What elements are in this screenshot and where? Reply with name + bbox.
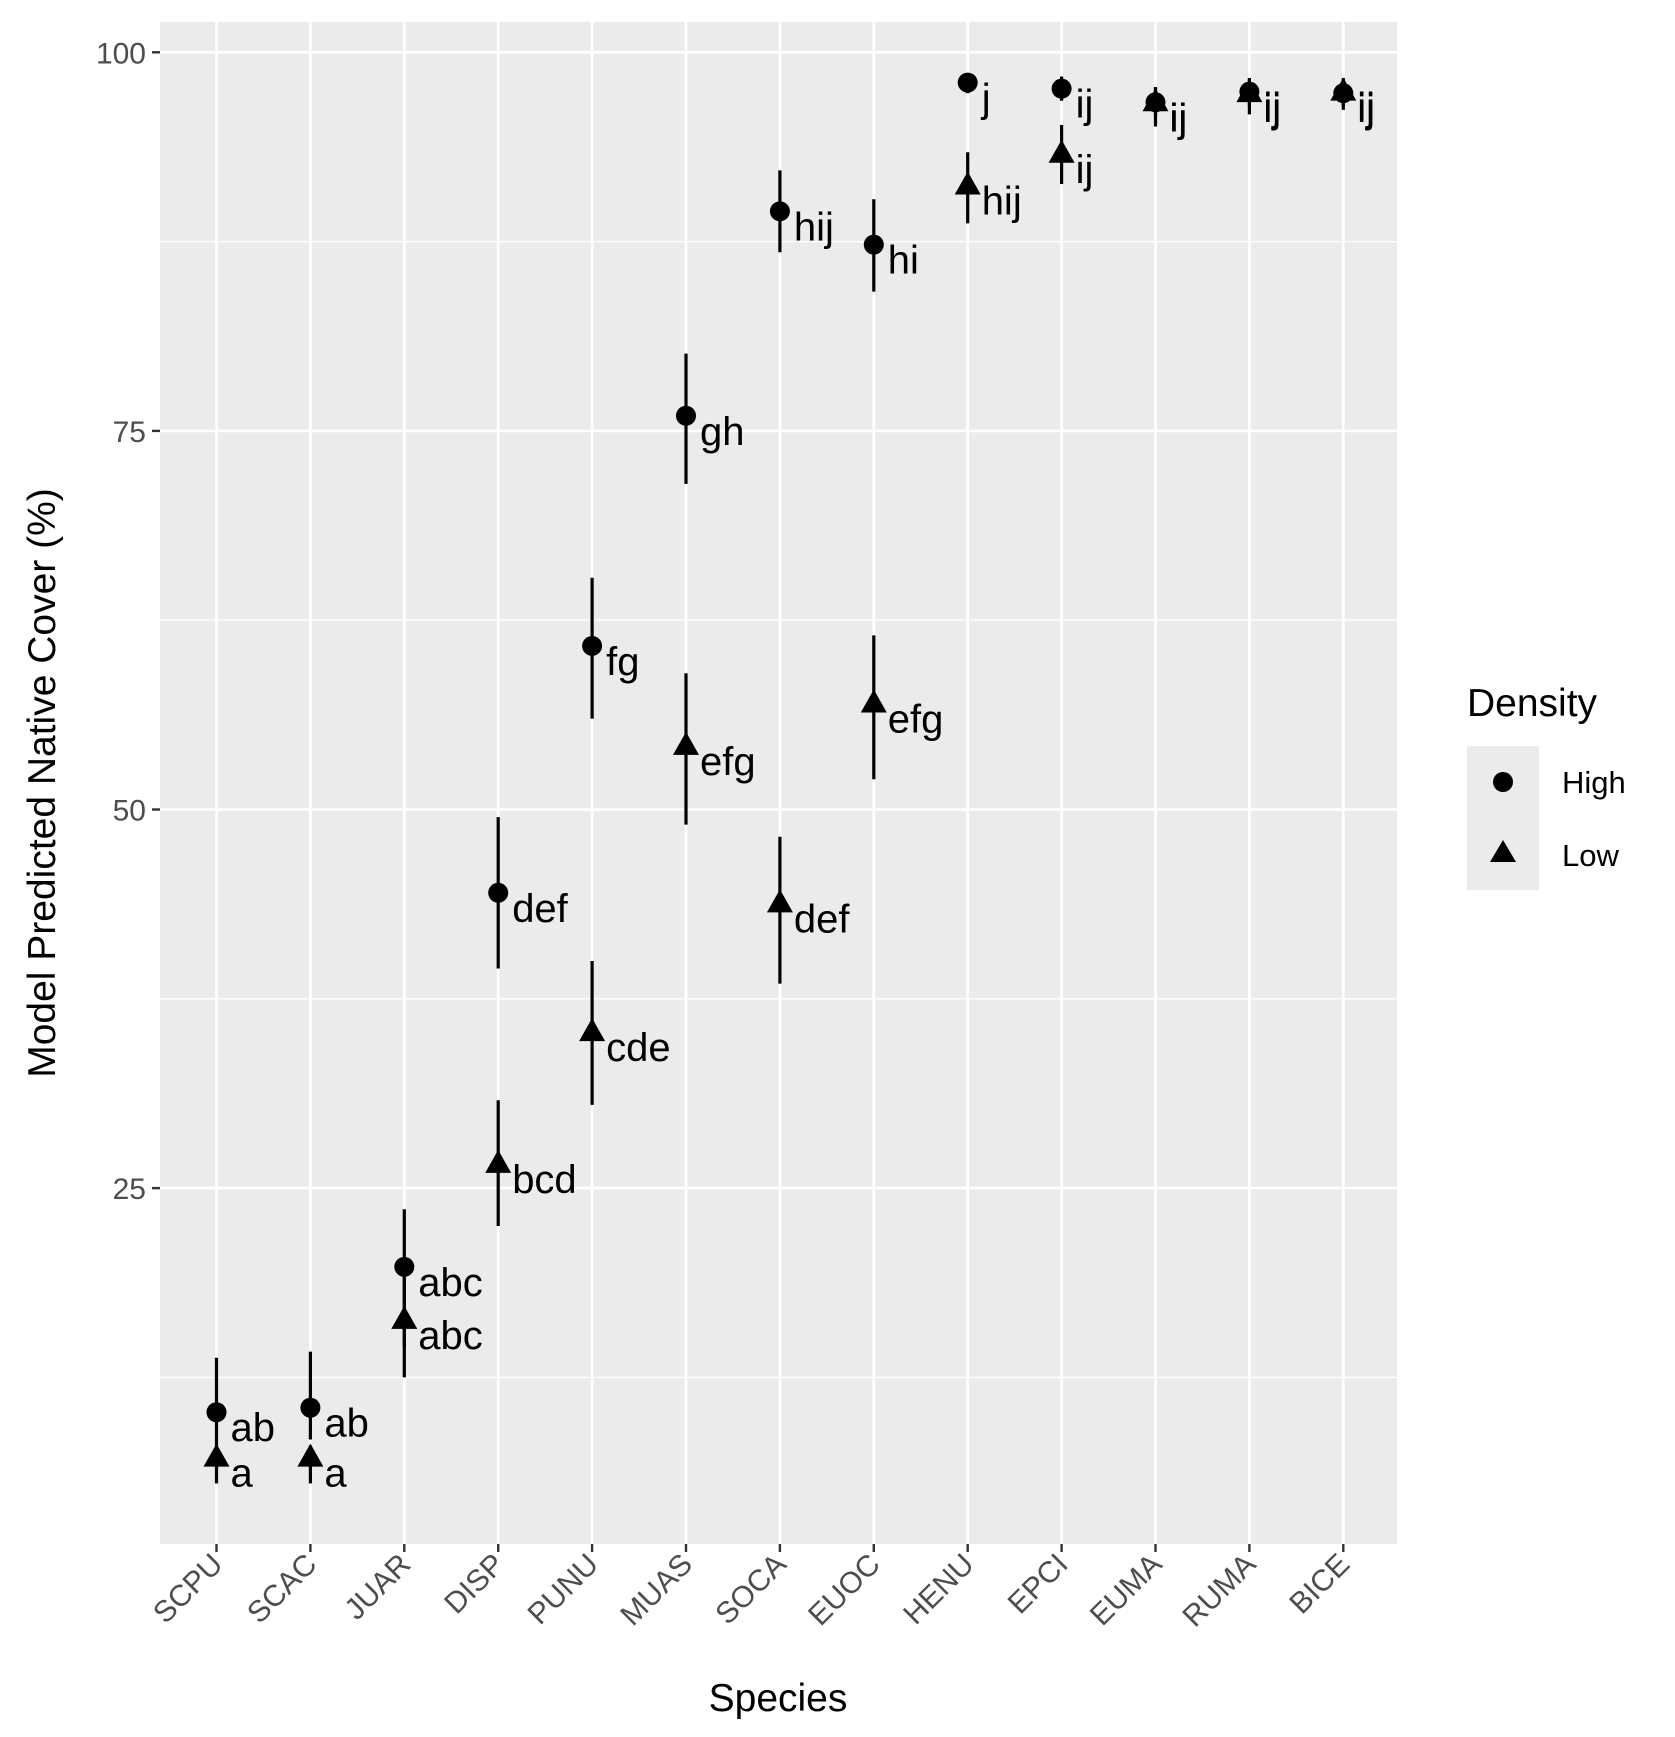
data-point-circle xyxy=(769,201,790,222)
data-point-triangle xyxy=(1330,77,1357,101)
x-tick-label: EUOC xyxy=(802,1548,887,1633)
x-tick-label: RUMA xyxy=(1177,1548,1263,1634)
letter-label: ij xyxy=(1357,87,1375,131)
letter-label: fg xyxy=(606,640,639,684)
x-tick-label: PUNU xyxy=(522,1548,605,1631)
letter-label: def xyxy=(794,897,850,941)
x-axis-title: Species xyxy=(709,1677,848,1720)
legend-key-background xyxy=(1467,746,1539,890)
letter-label: hij xyxy=(794,205,834,249)
data-point-triangle xyxy=(1142,88,1169,112)
letter-label: hi xyxy=(888,239,919,283)
letter-label: abc xyxy=(418,1314,483,1358)
data-point-triangle xyxy=(485,1149,512,1173)
letter-label: a xyxy=(324,1452,347,1496)
letter-label: ab xyxy=(324,1402,369,1446)
data-point-circle xyxy=(488,882,509,903)
data-point-triangle xyxy=(1236,79,1263,103)
data-point-circle xyxy=(1051,78,1072,99)
y-tick-label: 75 xyxy=(113,416,146,449)
x-tick-label: EUMA xyxy=(1084,1548,1169,1633)
legend-label-low: Low xyxy=(1562,838,1619,873)
letter-label: ij xyxy=(1263,87,1281,131)
data-point-triangle xyxy=(391,1305,418,1329)
letter-label: ij xyxy=(1076,83,1094,127)
data-point-circle xyxy=(206,1402,227,1423)
data-point-triangle xyxy=(860,689,887,713)
y-tick-label: 100 xyxy=(96,37,146,70)
data-point-circle xyxy=(394,1256,415,1277)
data-point-circle xyxy=(957,72,978,93)
letter-label: ij xyxy=(1263,86,1281,130)
data-point-triangle xyxy=(1048,139,1075,163)
x-tick-label: JUAR xyxy=(339,1548,418,1627)
data-point-triangle xyxy=(203,1443,230,1467)
x-tick-label: HENU xyxy=(897,1548,980,1631)
x-tick-label: MUAS xyxy=(614,1548,699,1633)
x-axis: SCPU SCAC JUAR DISP PUNU MUAS SOCA EUOC HENU EPCI… xyxy=(147,1544,1356,1633)
letter-label: ij xyxy=(1170,96,1188,140)
data-point-circle xyxy=(582,635,603,656)
x-tick-label: EPCI xyxy=(1002,1548,1075,1621)
x-tick-label: SCAC xyxy=(241,1548,323,1630)
letter-label: cde xyxy=(606,1026,671,1070)
legend-label-high: High xyxy=(1562,765,1626,800)
legend-title: Density xyxy=(1467,682,1598,725)
x-tick-label: BICE xyxy=(1283,1548,1356,1621)
y-axis: 25 50 75 100 xyxy=(96,37,160,1206)
letter-label: def xyxy=(512,887,568,931)
letter-label: gh xyxy=(700,410,745,454)
letter-label: efg xyxy=(888,697,944,741)
data-point-circle xyxy=(300,1397,321,1418)
letter-label: ij xyxy=(1357,86,1375,130)
data-point-circle xyxy=(863,234,884,255)
letter-label: ij xyxy=(1170,96,1188,140)
data-point-triangle xyxy=(766,889,793,913)
x-tick-label: SCPU xyxy=(147,1548,229,1630)
x-tick-label: DISP xyxy=(438,1548,511,1621)
data-point-triangle xyxy=(297,1443,324,1467)
data-point-circle xyxy=(676,405,696,426)
data-point-triangle xyxy=(673,731,699,755)
letter-label: bcd xyxy=(512,1158,577,1202)
legend-circle-icon xyxy=(1493,772,1513,792)
panel-background xyxy=(160,22,1397,1544)
y-axis-title: Model Predicted Native Cover (%) xyxy=(21,488,64,1078)
letter-label: efg xyxy=(700,740,756,784)
data-point-triangle xyxy=(579,1018,606,1042)
y-tick-label: 25 xyxy=(113,1173,146,1206)
letter-label: hij xyxy=(982,180,1022,224)
data-point-triangle xyxy=(954,171,981,195)
letter-label: a xyxy=(231,1452,254,1496)
letter-label: ab xyxy=(231,1406,276,1450)
letter-label: abc xyxy=(418,1261,483,1305)
legend-triangle-icon xyxy=(1490,840,1516,862)
data-points xyxy=(203,72,1357,1467)
legend: Density High Low xyxy=(1467,682,1626,890)
letter-label: ij xyxy=(1076,148,1094,192)
x-tick-label: SOCA xyxy=(709,1548,792,1631)
letter-label: j xyxy=(981,77,991,121)
y-tick-label: 50 xyxy=(113,795,146,828)
